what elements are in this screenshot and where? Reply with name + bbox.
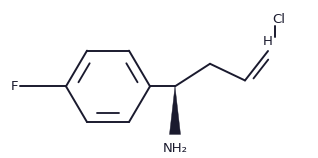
Text: H: H bbox=[263, 35, 273, 48]
Text: Cl: Cl bbox=[272, 13, 285, 26]
Polygon shape bbox=[169, 86, 181, 134]
Text: NH₂: NH₂ bbox=[162, 142, 188, 155]
Text: F: F bbox=[10, 80, 18, 93]
